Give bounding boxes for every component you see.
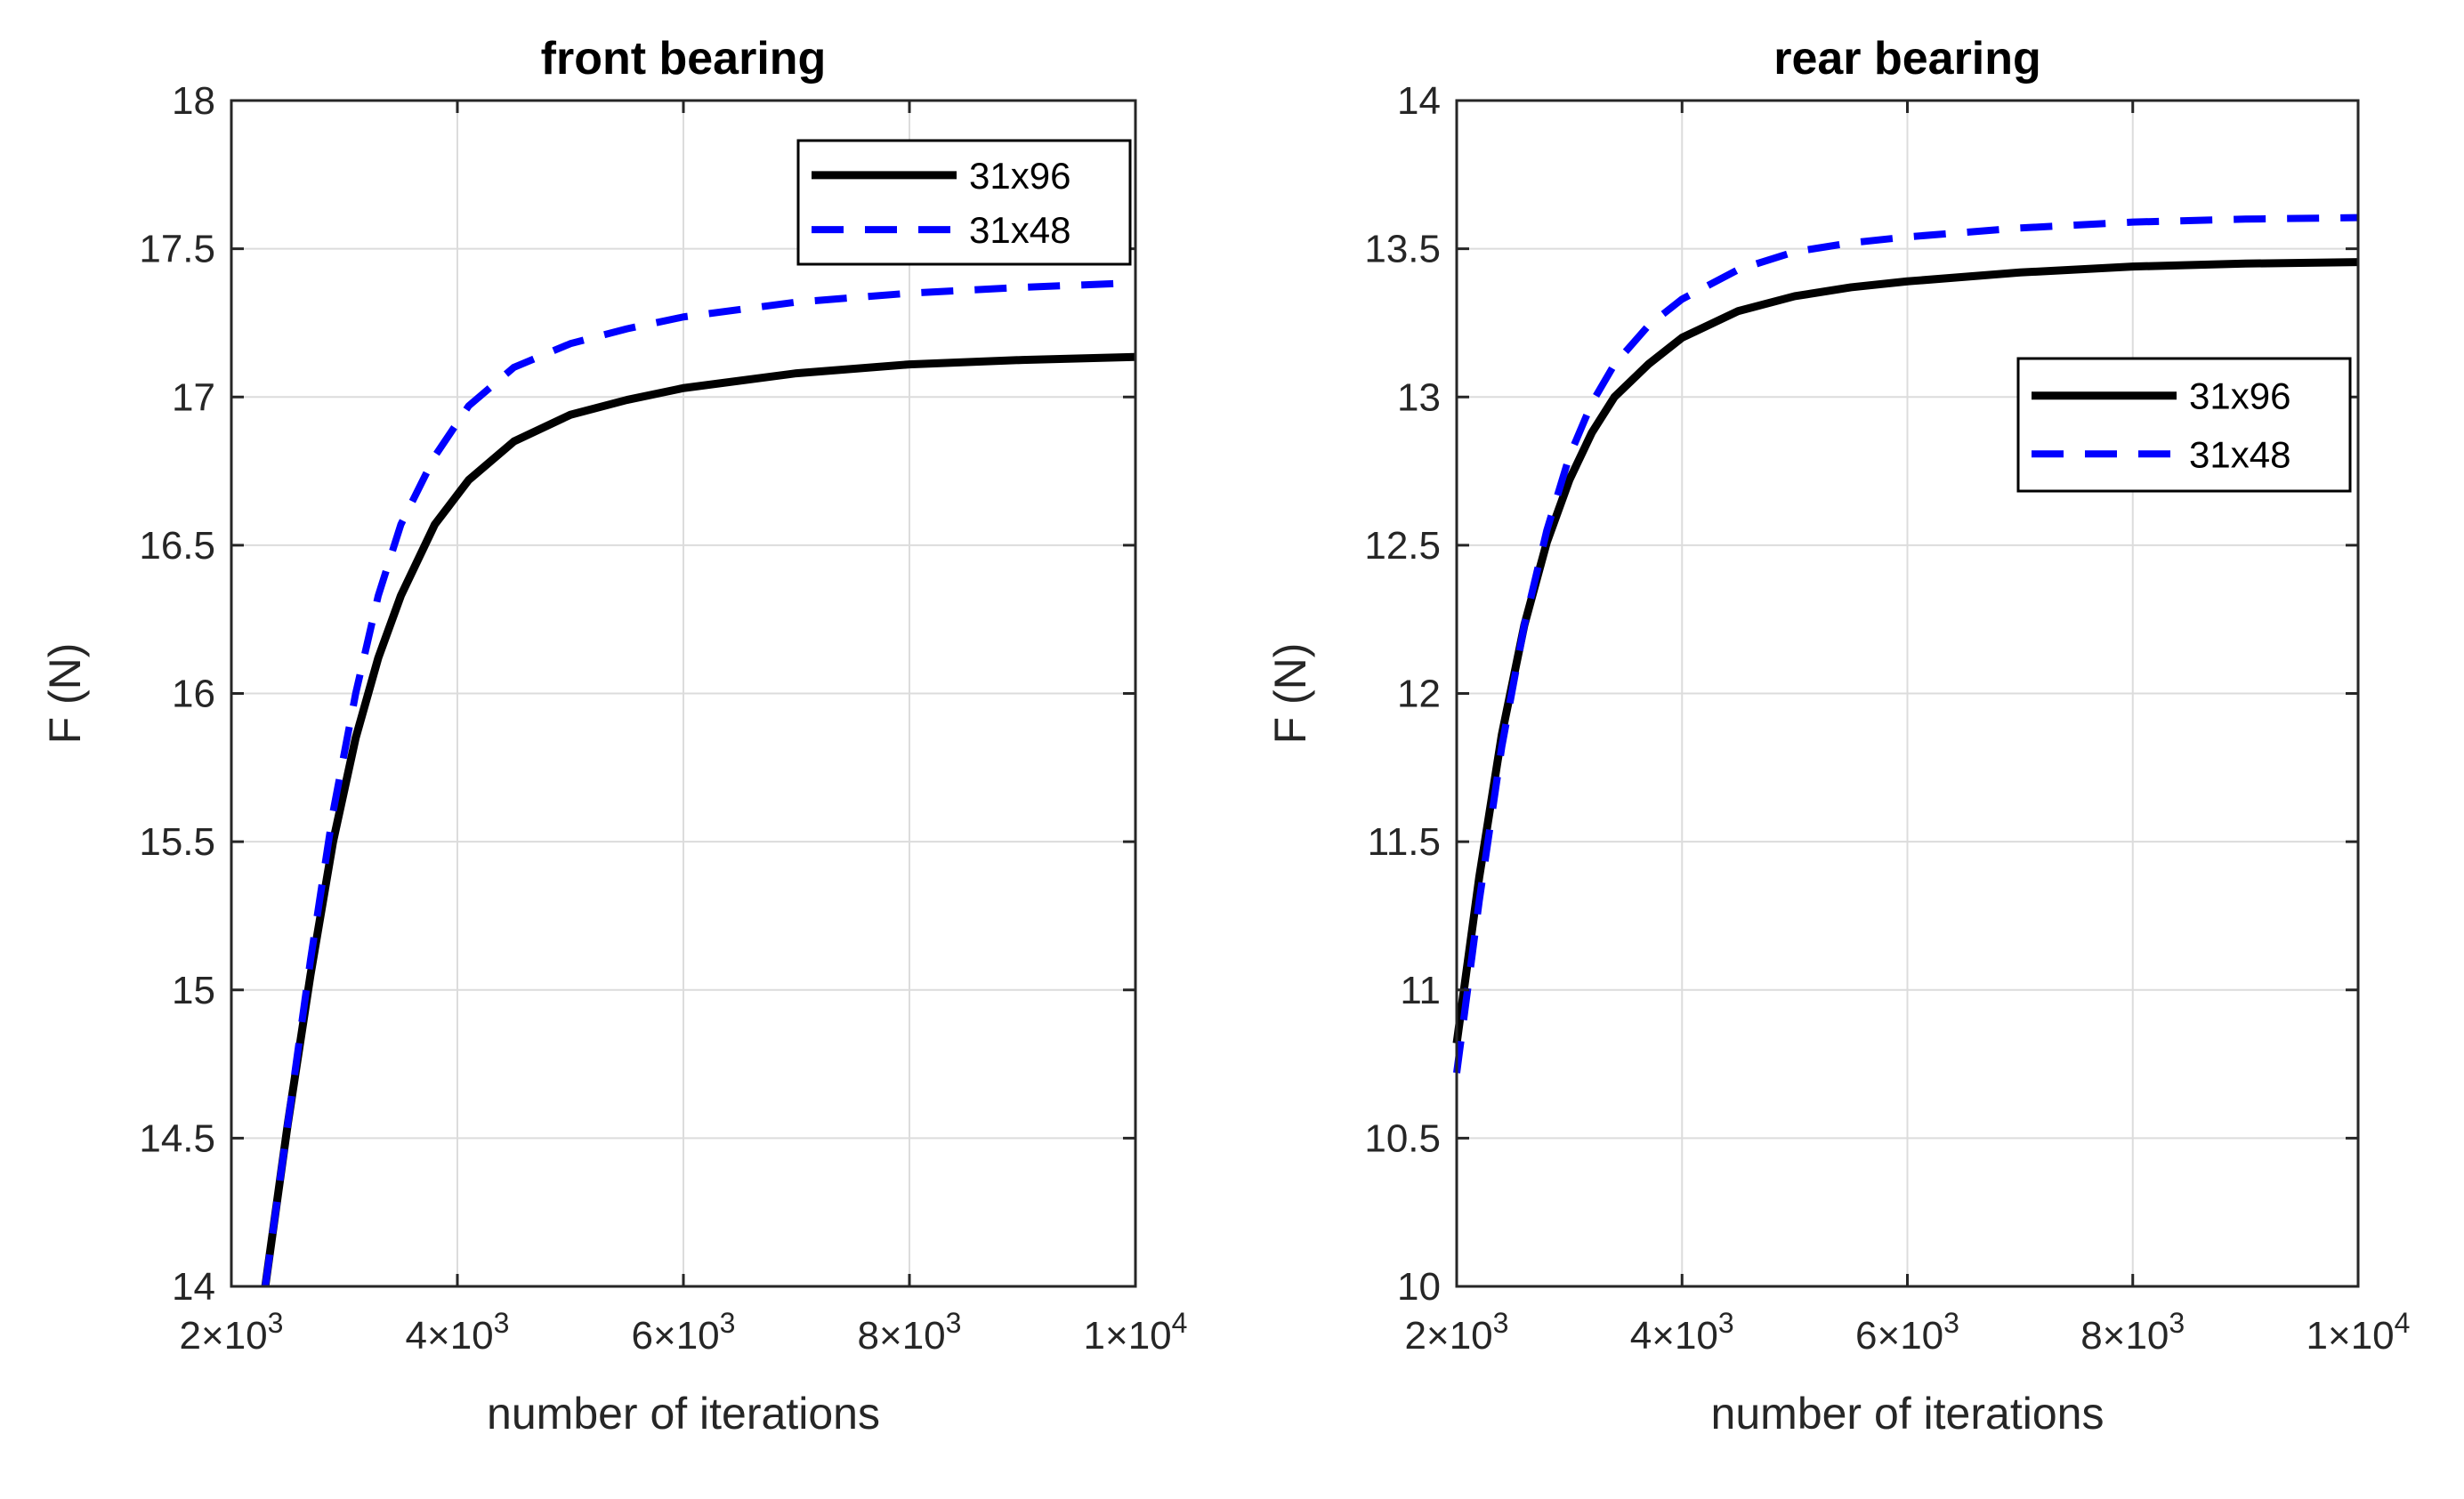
y-tick-label: 12 <box>1397 673 1441 716</box>
y-tick-label: 18 <box>172 79 215 123</box>
chart-panel-1: 14 14.5 15 15.5 16 16.5 17 17.5 18 2×103 4×103 6×10… <box>40 33 1187 1439</box>
y-axis-label: F (N) <box>40 643 90 745</box>
x-tick-label: 4×103 <box>1630 1307 1734 1358</box>
legend-label-31x96: 31x96 <box>969 155 1070 197</box>
y-tick-label: 15 <box>172 969 215 1012</box>
y-tick-label: 17 <box>172 375 215 419</box>
x-tick-label: 2×103 <box>1405 1307 1509 1358</box>
legend-box <box>796 139 1132 266</box>
x-tick-label: 6×103 <box>632 1307 736 1358</box>
x-axis-label: number of iterations <box>487 1389 880 1439</box>
y-tick-label: 15.5 <box>139 820 215 864</box>
legend-label-31x48: 31x48 <box>2189 433 2290 475</box>
y-tick-label: 17.5 <box>139 228 215 271</box>
x-tick-label: 8×103 <box>2080 1307 2185 1358</box>
x-tick-label: 8×103 <box>858 1307 962 1358</box>
series-line-31x48 <box>1453 214 2359 1074</box>
y-tick-label: 16 <box>172 673 215 716</box>
y-axis-label: F (N) <box>1265 643 1315 745</box>
y-tick-label: 10.5 <box>1364 1116 1441 1160</box>
x-tick-label: 6×103 <box>1855 1307 1959 1358</box>
x-axis-label: number of iterations <box>1711 1389 2104 1439</box>
chart-title: front bearing <box>541 33 827 85</box>
y-tick-label: 14 <box>1397 79 1441 123</box>
y-tick-label: 11.5 <box>1368 820 1441 864</box>
y-tick-label: 12.5 <box>1364 524 1441 568</box>
chart-panel-2: 10 10.5 11 11.5 12 12.5 13 13.5 14 2×103 4×103 6×10… <box>1265 33 2410 1439</box>
legend-label-31x48: 31x48 <box>969 209 1070 251</box>
chart-title: rear bearing <box>1773 33 2041 85</box>
legend: 31x96 31x48 <box>796 139 1132 266</box>
series-line-31x96 <box>261 352 1136 1287</box>
x-tick-label: 4×103 <box>406 1307 510 1358</box>
series-line-31x48 <box>262 278 1136 1287</box>
y-tick-label: 10 <box>1397 1265 1441 1309</box>
x-tick-label: 1×104 <box>2306 1307 2411 1358</box>
x-tick-label: 1×104 <box>1084 1307 1188 1358</box>
y-tick-label: 16.5 <box>139 524 215 568</box>
legend: 31x96 31x48 <box>2016 357 2352 493</box>
y-tick-label: 14 <box>172 1265 215 1309</box>
y-tick-label: 13.5 <box>1364 228 1441 271</box>
y-tick-label: 13 <box>1397 375 1441 419</box>
y-tick-label: 11 <box>1400 969 1441 1012</box>
legend-label-31x96: 31x96 <box>2189 375 2290 417</box>
y-tick-label: 14.5 <box>139 1116 215 1160</box>
x-tick-label: 2×103 <box>180 1307 284 1358</box>
legend-box <box>2016 357 2352 493</box>
